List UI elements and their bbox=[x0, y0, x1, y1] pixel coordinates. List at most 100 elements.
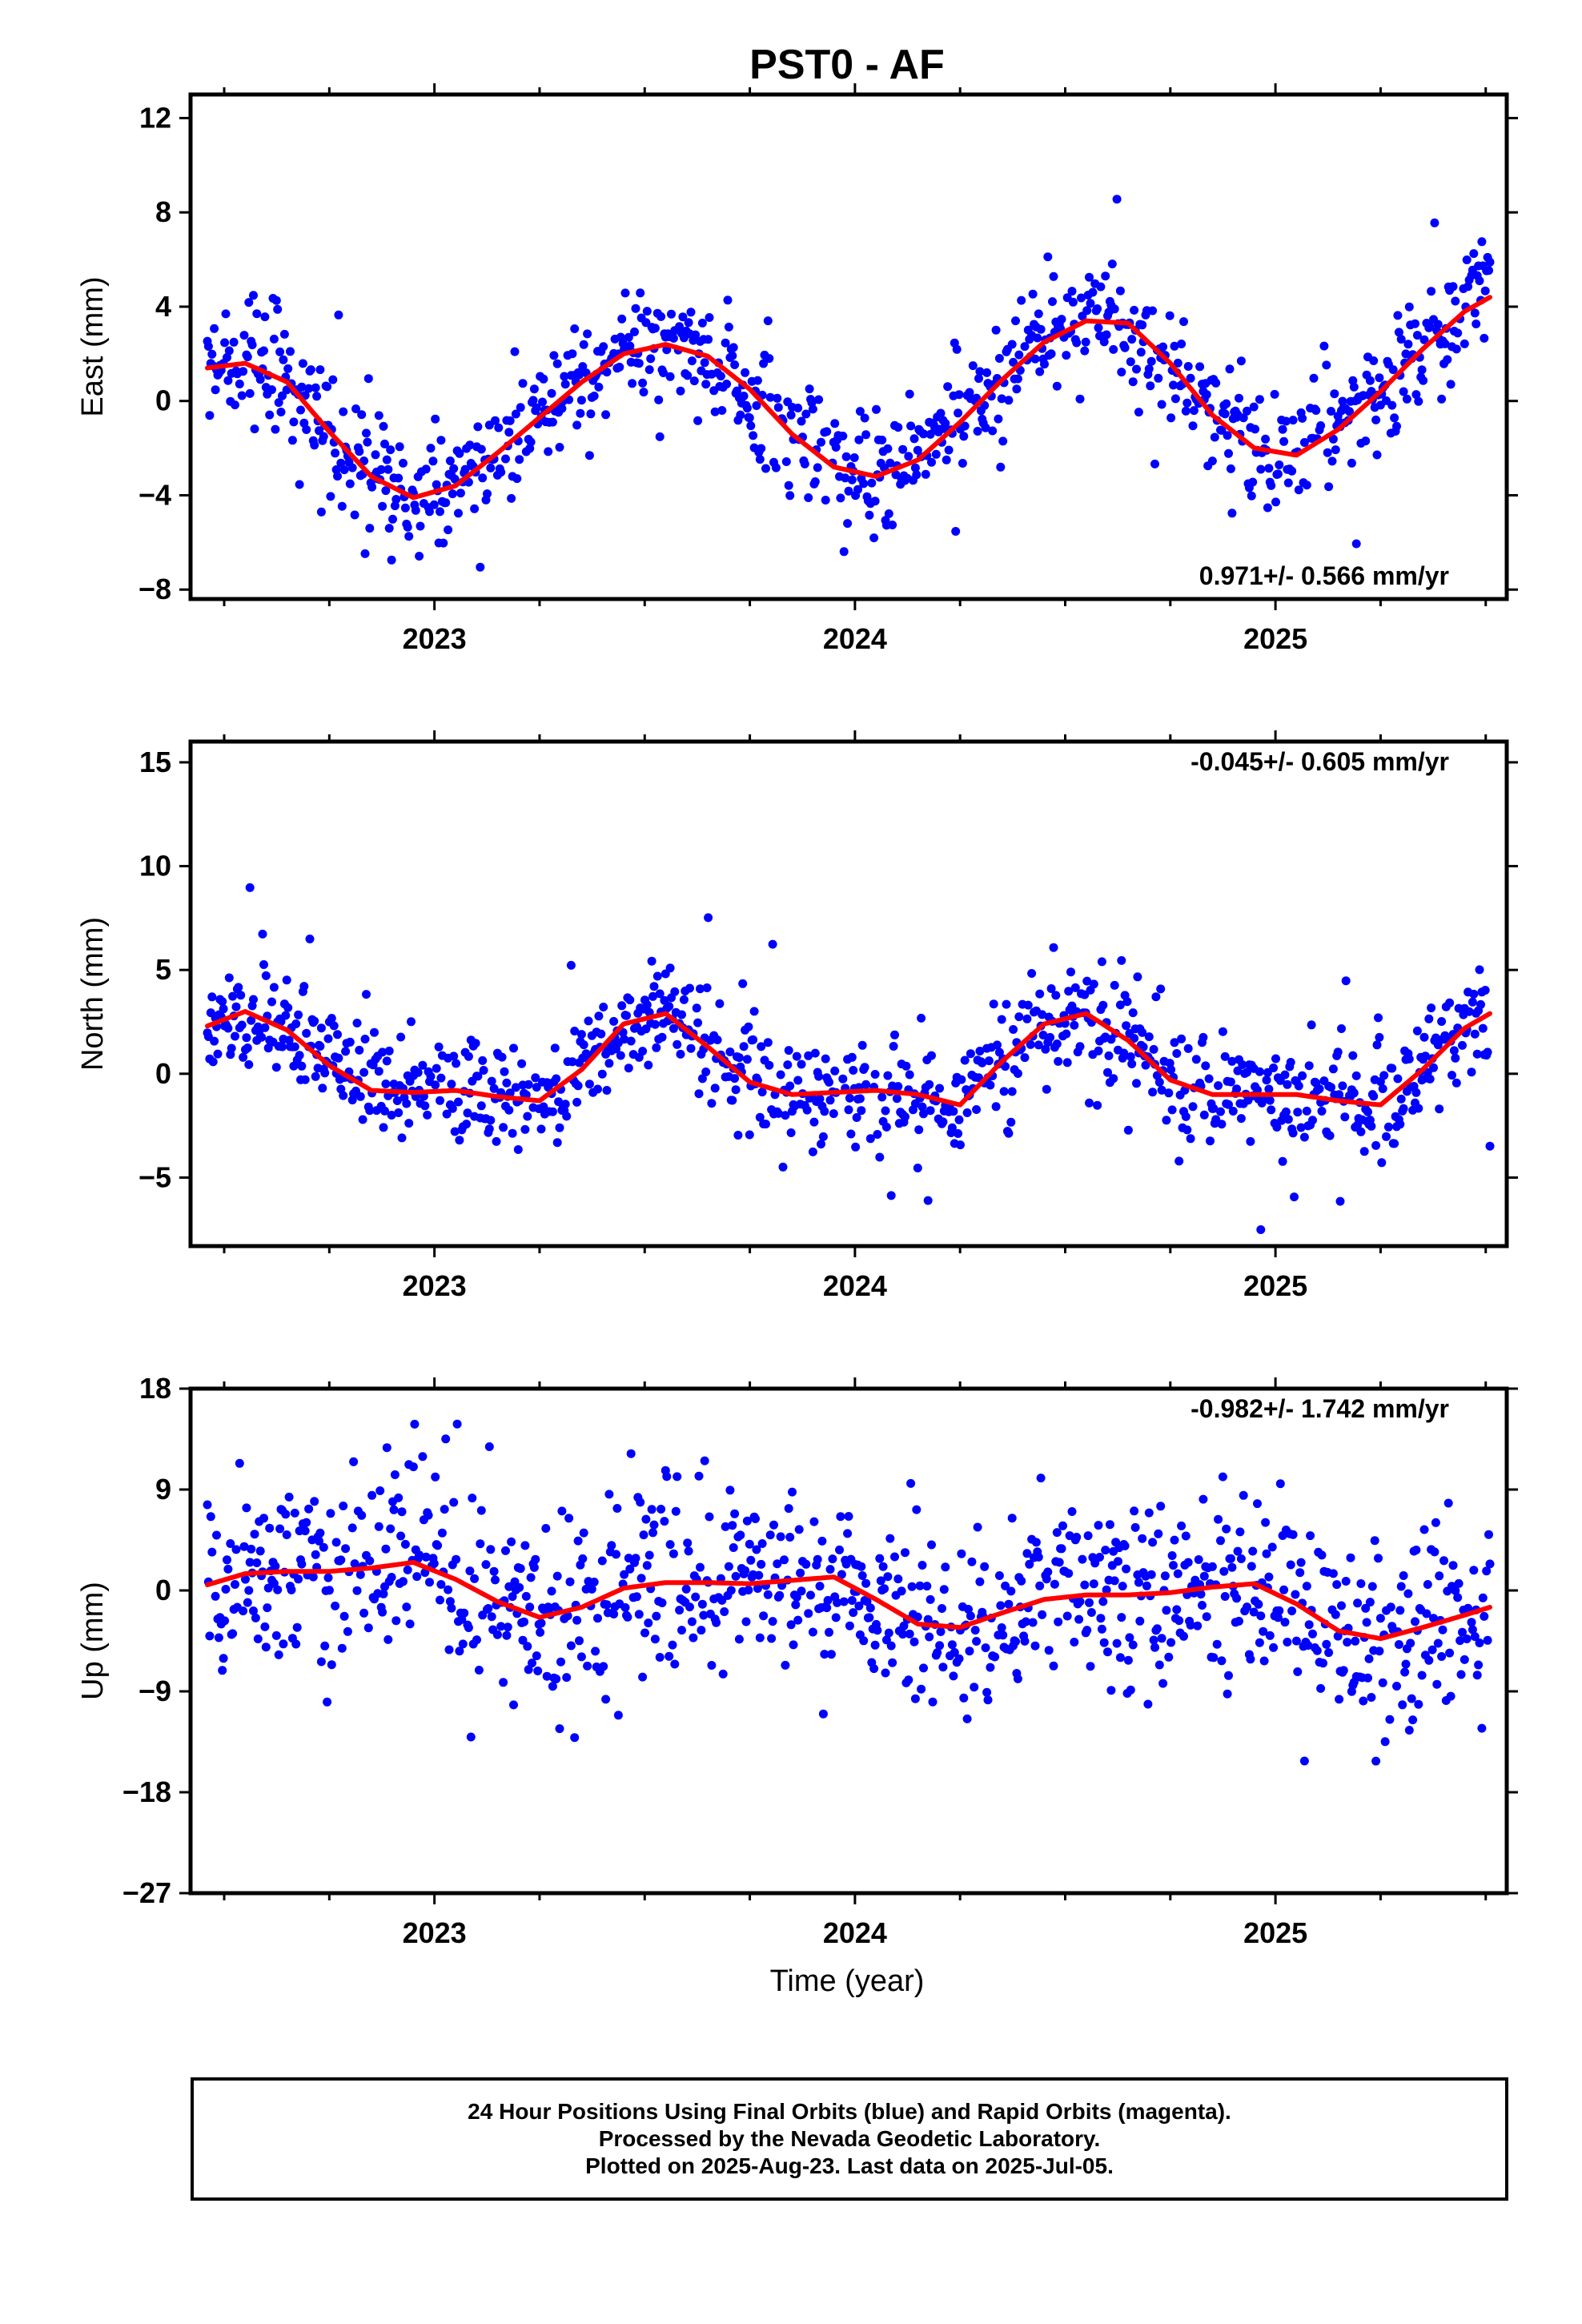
data-point bbox=[1247, 1562, 1256, 1571]
data-point bbox=[1239, 1490, 1248, 1500]
data-point bbox=[814, 1072, 824, 1081]
data-point bbox=[299, 982, 309, 991]
data-point bbox=[557, 1506, 567, 1516]
data-point bbox=[476, 1101, 486, 1111]
data-point bbox=[1067, 1507, 1077, 1516]
data-point bbox=[542, 1671, 552, 1681]
data-point bbox=[213, 1049, 223, 1059]
data-point bbox=[1086, 1608, 1096, 1617]
data-point bbox=[1080, 346, 1090, 356]
data-point bbox=[1226, 1554, 1235, 1563]
data-point bbox=[773, 1108, 783, 1118]
data-point bbox=[320, 1641, 330, 1651]
data-point bbox=[586, 409, 596, 419]
data-point bbox=[520, 1124, 530, 1134]
data-point bbox=[479, 1066, 488, 1075]
data-point bbox=[917, 1102, 927, 1112]
data-point bbox=[625, 995, 635, 1005]
data-point bbox=[327, 1660, 336, 1670]
data-point bbox=[1322, 1639, 1331, 1649]
data-point bbox=[326, 1509, 335, 1518]
data-point bbox=[613, 1711, 623, 1720]
data-point bbox=[1132, 1079, 1141, 1088]
data-point bbox=[476, 562, 485, 572]
data-point bbox=[652, 1611, 661, 1621]
data-point bbox=[991, 325, 1001, 335]
data-point bbox=[1286, 1560, 1295, 1570]
data-point bbox=[261, 971, 271, 980]
data-point bbox=[922, 1582, 932, 1591]
data-point bbox=[878, 1562, 888, 1571]
data-point bbox=[861, 430, 871, 440]
data-point bbox=[489, 1566, 499, 1576]
data-point bbox=[363, 1623, 373, 1633]
data-point bbox=[974, 374, 983, 384]
data-point bbox=[898, 444, 908, 454]
data-point bbox=[1362, 1618, 1371, 1627]
data-point bbox=[458, 1639, 468, 1649]
data-point bbox=[1156, 1502, 1166, 1511]
data-point bbox=[381, 486, 391, 496]
data-point bbox=[525, 1602, 535, 1612]
data-point bbox=[730, 1509, 740, 1518]
data-point bbox=[271, 1562, 280, 1571]
data-point bbox=[1177, 1034, 1186, 1043]
data-point bbox=[734, 1634, 744, 1644]
data-point bbox=[962, 1108, 972, 1117]
data-point bbox=[1264, 1572, 1274, 1582]
data-point bbox=[556, 1657, 565, 1667]
data-point bbox=[806, 1590, 815, 1600]
data-point bbox=[697, 1626, 706, 1635]
data-point bbox=[636, 288, 645, 298]
data-point bbox=[536, 1627, 545, 1637]
data-point bbox=[989, 999, 998, 1009]
data-point bbox=[273, 1585, 283, 1594]
data-point bbox=[1324, 1648, 1334, 1658]
data-point bbox=[249, 1606, 258, 1615]
data-point bbox=[331, 1601, 340, 1610]
fit-curve bbox=[205, 1560, 1492, 1642]
data-point bbox=[906, 1478, 916, 1488]
data-point bbox=[677, 1010, 686, 1019]
data-point bbox=[919, 1109, 928, 1119]
data-point bbox=[692, 1003, 701, 1013]
data-point bbox=[239, 367, 248, 376]
data-point bbox=[786, 1620, 796, 1630]
data-point bbox=[1341, 1577, 1351, 1586]
data-point bbox=[1327, 1083, 1335, 1092]
data-point bbox=[472, 1635, 481, 1645]
data-point bbox=[1094, 1521, 1103, 1530]
data-point bbox=[622, 1011, 631, 1020]
data-point bbox=[1288, 1128, 1298, 1138]
data-point bbox=[1062, 351, 1071, 360]
data-point bbox=[883, 1572, 893, 1582]
y-tick-label: 12 bbox=[139, 101, 171, 134]
data-point bbox=[759, 359, 769, 368]
data-point bbox=[1189, 406, 1199, 416]
data-point bbox=[507, 493, 516, 503]
data-point bbox=[1243, 1602, 1251, 1612]
data-point bbox=[465, 440, 475, 450]
data-point bbox=[877, 436, 887, 444]
data-point bbox=[749, 431, 758, 440]
data-point bbox=[320, 1068, 330, 1078]
data-point bbox=[636, 1574, 646, 1583]
data-point bbox=[966, 1049, 975, 1059]
data-point bbox=[1164, 1088, 1174, 1098]
data-point bbox=[207, 1547, 217, 1557]
data-point bbox=[685, 1602, 694, 1612]
data-point bbox=[1359, 1147, 1369, 1156]
data-point bbox=[785, 1533, 795, 1542]
data-point bbox=[594, 382, 604, 392]
data-point bbox=[1207, 1562, 1217, 1571]
data-point bbox=[239, 1052, 248, 1062]
data-point bbox=[294, 1574, 303, 1584]
data-point bbox=[1058, 1521, 1067, 1530]
data-point bbox=[1407, 1694, 1416, 1703]
data-point bbox=[1082, 306, 1092, 316]
data-point bbox=[1004, 1599, 1014, 1609]
data-point bbox=[360, 549, 370, 558]
data-point bbox=[508, 1128, 517, 1138]
data-point bbox=[956, 1140, 965, 1150]
data-point bbox=[652, 971, 662, 981]
